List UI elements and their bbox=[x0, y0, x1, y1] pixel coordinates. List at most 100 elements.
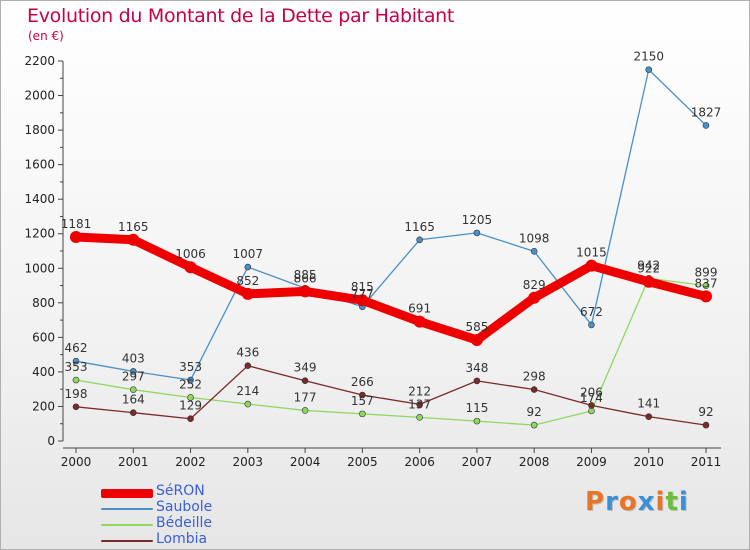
y-tick-label: 2200 bbox=[24, 54, 55, 68]
data-point bbox=[356, 294, 369, 307]
data-point bbox=[702, 282, 710, 290]
x-tick-label: 2003 bbox=[233, 455, 264, 469]
legend-swatch bbox=[101, 524, 153, 526]
data-label: 1827 bbox=[691, 105, 722, 119]
data-point bbox=[244, 400, 252, 408]
series-line-Bédeille bbox=[75, 277, 707, 426]
data-label: 266 bbox=[351, 375, 374, 389]
data-label: 899 bbox=[695, 266, 718, 280]
data-label: 212 bbox=[408, 384, 431, 398]
data-label: 1205 bbox=[462, 213, 493, 227]
y-tick-label: 2000 bbox=[24, 89, 55, 103]
data-point bbox=[244, 362, 252, 369]
data-label: 206 bbox=[580, 385, 603, 399]
legend-label: Bédeille bbox=[156, 515, 212, 531]
data-point bbox=[70, 231, 82, 244]
data-label: 1181 bbox=[61, 217, 92, 231]
data-label: 885 bbox=[294, 268, 317, 282]
x-tick-label: 2010 bbox=[633, 455, 664, 469]
x-tick-label: 2000 bbox=[61, 455, 92, 469]
data-label: 174 bbox=[580, 391, 603, 405]
data-label: 852 bbox=[236, 274, 259, 288]
data-label: 585 bbox=[465, 320, 488, 334]
data-label: 1006 bbox=[175, 247, 206, 261]
data-point bbox=[72, 376, 80, 384]
data-label: 403 bbox=[122, 351, 145, 365]
data-point bbox=[187, 394, 194, 401]
data-label: 141 bbox=[637, 397, 660, 411]
x-tick-label: 2008 bbox=[519, 455, 550, 469]
legend: SéRON Saubole Bédeille Lombia bbox=[101, 483, 321, 549]
legend-label: Saubole bbox=[156, 499, 213, 515]
data-point bbox=[184, 261, 197, 274]
data-label: 942 bbox=[637, 258, 660, 272]
x-tick-label: 2007 bbox=[462, 455, 493, 469]
series-line-Lombia bbox=[75, 365, 707, 426]
series-line-Saubole bbox=[75, 68, 707, 381]
data-label: 177 bbox=[294, 390, 317, 404]
y-tick-label: 1200 bbox=[24, 227, 55, 241]
data-label: 672 bbox=[580, 305, 603, 319]
data-label: 353 bbox=[65, 360, 88, 374]
data-point bbox=[359, 391, 366, 399]
data-point bbox=[642, 275, 655, 288]
legend-label: Lombia bbox=[156, 531, 208, 547]
data-point bbox=[702, 421, 710, 429]
data-point bbox=[129, 368, 137, 375]
data-label: 1098 bbox=[519, 231, 550, 245]
y-tick-label: 0 bbox=[47, 434, 55, 448]
data-point bbox=[473, 229, 481, 237]
y-tick-label: 800 bbox=[32, 296, 55, 310]
legend-label: SéRON bbox=[156, 483, 205, 499]
logo-letter: t bbox=[665, 487, 679, 517]
x-tick-label: 2005 bbox=[347, 455, 378, 469]
legend-swatch bbox=[101, 540, 153, 542]
data-point bbox=[588, 407, 595, 415]
x-tick-label: 2009 bbox=[576, 455, 607, 469]
data-label: 297 bbox=[122, 370, 145, 384]
data-label: 349 bbox=[294, 361, 317, 375]
data-label: 252 bbox=[179, 377, 202, 391]
data-point bbox=[645, 413, 653, 420]
data-point bbox=[473, 377, 481, 385]
data-point bbox=[528, 291, 541, 304]
data-label: 829 bbox=[523, 278, 546, 292]
y-tick-label: 1800 bbox=[24, 123, 55, 137]
y-tick-label: 200 bbox=[32, 399, 55, 413]
data-label: 157 bbox=[351, 394, 374, 408]
data-point bbox=[700, 290, 712, 303]
data-label: 164 bbox=[122, 393, 145, 407]
data-point bbox=[530, 421, 538, 429]
data-label: 115 bbox=[465, 401, 488, 415]
data-label: 137 bbox=[408, 397, 431, 411]
y-tick-label: 1400 bbox=[24, 192, 55, 206]
data-label: 353 bbox=[179, 360, 202, 374]
logo-letter: o bbox=[618, 487, 638, 517]
data-point bbox=[72, 357, 80, 365]
data-point bbox=[241, 287, 254, 300]
data-point bbox=[359, 410, 366, 418]
legend-swatch bbox=[101, 508, 153, 510]
data-point bbox=[244, 263, 252, 271]
data-point bbox=[301, 377, 309, 385]
data-label: 691 bbox=[408, 302, 431, 316]
data-point bbox=[645, 66, 653, 73]
data-point bbox=[530, 248, 538, 255]
data-point bbox=[129, 386, 137, 394]
data-label: 298 bbox=[523, 370, 546, 384]
x-tick-label: 2011 bbox=[691, 455, 722, 469]
data-point bbox=[129, 409, 137, 416]
data-point bbox=[470, 333, 483, 346]
data-label: 348 bbox=[465, 361, 488, 375]
x-tick-label: 2004 bbox=[290, 455, 321, 469]
data-point bbox=[72, 403, 80, 411]
data-point bbox=[187, 376, 194, 384]
data-label: 1165 bbox=[118, 220, 149, 234]
data-label: 92 bbox=[698, 405, 713, 419]
logo-letter: x bbox=[637, 487, 656, 517]
logo-letter: i bbox=[655, 487, 666, 517]
x-tick-label: 2002 bbox=[175, 455, 206, 469]
y-tick-label: 400 bbox=[32, 365, 55, 379]
y-tick-label: 1600 bbox=[24, 158, 55, 172]
